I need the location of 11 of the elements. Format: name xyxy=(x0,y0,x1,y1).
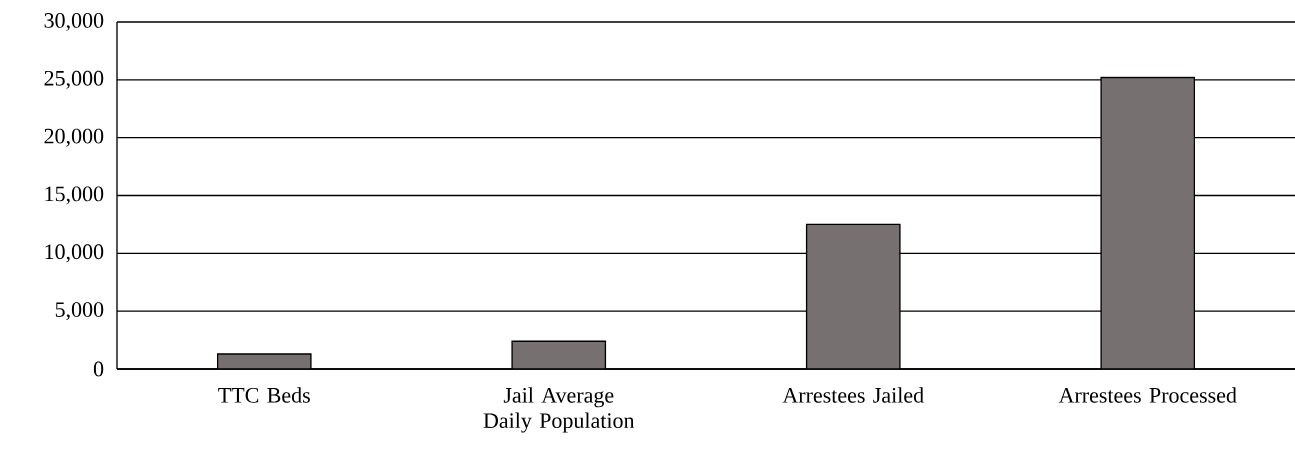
y-tick-label: 15,000 xyxy=(45,186,104,205)
y-tick-label: 20,000 xyxy=(44,128,104,147)
y-tick-label: 25,000 xyxy=(44,70,104,89)
x-tick-label: Arrestees Processed xyxy=(1058,387,1237,403)
y-tick-label: 0 xyxy=(93,361,104,377)
x-tick-label: Jail Average Daily Population xyxy=(483,387,635,433)
y-tick-label: 5,000 xyxy=(55,302,104,321)
x-tick-label: Arrestees Jailed xyxy=(782,387,924,403)
x-tick-label: TTC Beds xyxy=(218,387,310,403)
y-tick-label: 10,000 xyxy=(45,244,104,263)
y-tick-label: 30,000 xyxy=(44,12,104,32)
